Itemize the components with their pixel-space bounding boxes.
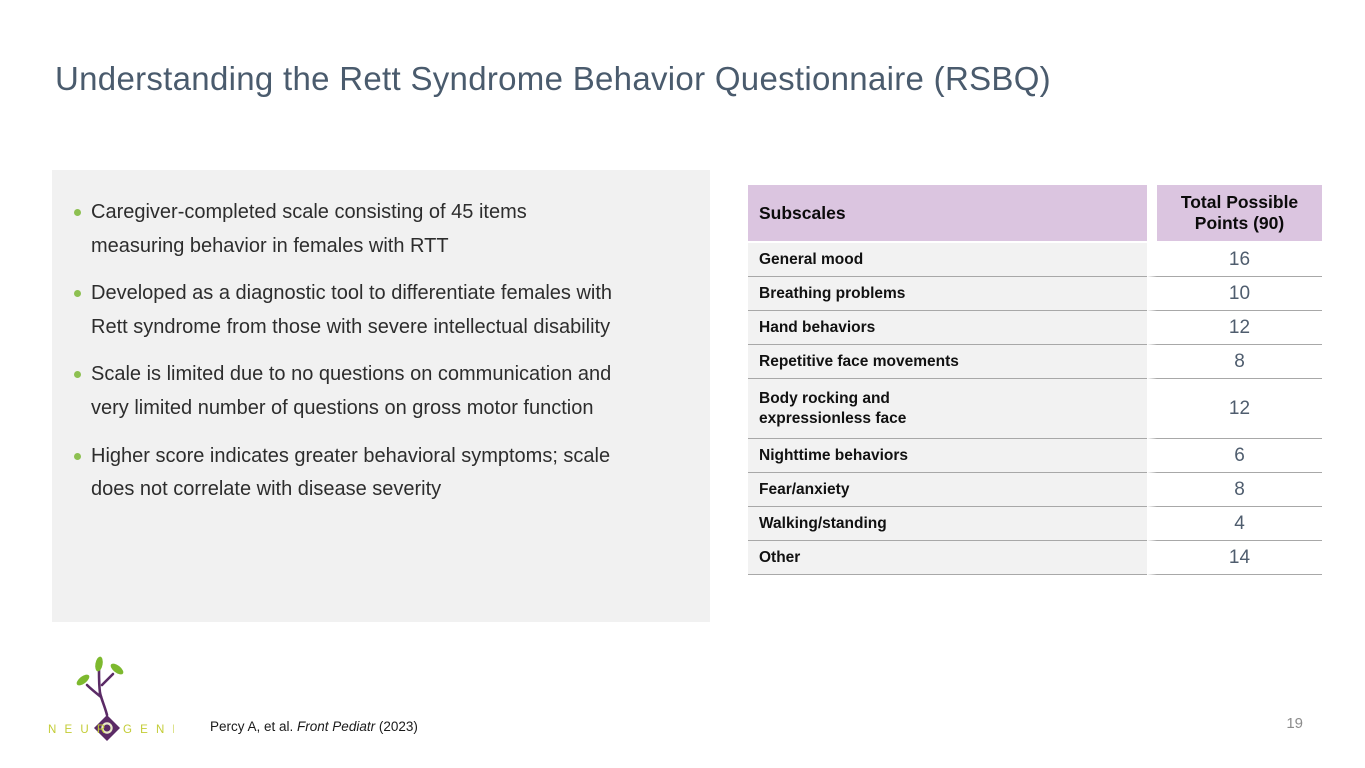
bullet-item: Higher score indicates greater behaviora…: [72, 440, 618, 507]
citation: Percy A, et al. Front Pediatr (2023): [210, 719, 418, 734]
subscale-name: General mood: [748, 243, 1147, 277]
table-header-row: Subscales Total Possible Points (90): [748, 185, 1322, 243]
citation-year: (2023): [375, 719, 418, 734]
header-subscales: Subscales: [748, 185, 1147, 243]
bullet-text: Caregiver-completed scale consisting of …: [91, 201, 527, 257]
subscale-name: Breathing problems: [748, 277, 1147, 311]
subscale-points: 6: [1147, 439, 1322, 473]
logo-diamond-icon: [94, 715, 120, 741]
table-row: Fear/anxiety 8: [748, 473, 1322, 507]
subscale-points: 16: [1147, 243, 1322, 277]
subscale-points: 12: [1147, 379, 1322, 439]
subscale-points: 8: [1147, 345, 1322, 379]
bullet-item: Caregiver-completed scale consisting of …: [72, 196, 618, 263]
citation-authors: Percy A, et al.: [210, 719, 298, 734]
bullet-dot-icon: [74, 371, 81, 379]
slide-title: Understanding the Rett Syndrome Behavior…: [55, 60, 1051, 97]
neurogene-logo: N E U R G E N E: [48, 656, 174, 741]
bullet-text: Scale is limited due to no questions on …: [91, 363, 612, 419]
citation-journal: Front Pediatr: [297, 719, 376, 734]
table-row: Nighttime behaviors 6: [748, 439, 1322, 473]
subscale-points: 12: [1147, 311, 1322, 345]
logo-leaves-icon: [76, 656, 124, 686]
subscale-name: Nighttime behaviors: [748, 439, 1147, 473]
subscale-name: Other: [748, 541, 1147, 575]
logo-text-neur: N E U R: [48, 724, 108, 736]
subscale-name: Repetitive face movements: [748, 345, 1147, 379]
subscale-name: Walking/standing: [748, 507, 1147, 541]
table-row: Other 14: [748, 541, 1322, 575]
bullet-text: Higher score indicates greater behaviora…: [91, 444, 611, 501]
table-row: Repetitive face movements 8: [748, 345, 1322, 379]
subscale-points: 4: [1147, 507, 1322, 541]
table-row: Walking/standing 4: [748, 507, 1322, 541]
bullet-panel: Caregiver-completed scale consisting of …: [52, 170, 710, 622]
table-row: Hand behaviors 12: [748, 311, 1322, 345]
table-row: Body rocking and expressionless face 12: [748, 379, 1322, 439]
table-row: Breathing problems 10: [748, 277, 1322, 311]
table-row: General mood 16: [748, 243, 1322, 277]
bullet-item: Scale is limited due to no questions on …: [72, 358, 618, 425]
page-number: 19: [1286, 715, 1303, 732]
subscale-name: Hand behaviors: [748, 311, 1147, 345]
logo-text-gene: G E N E: [123, 724, 174, 736]
subscale-points: 14: [1147, 541, 1322, 575]
subscale-points: 8: [1147, 473, 1322, 507]
logo-tree-icon: [85, 668, 115, 717]
subscale-points: 10: [1147, 277, 1322, 311]
subscales-table: Subscales Total Possible Points (90) Gen…: [748, 185, 1322, 575]
bullet-text: Developed as a diagnostic tool to differ…: [91, 282, 613, 338]
header-total-points: Total Possible Points (90): [1147, 185, 1322, 243]
subscale-name: Body rocking and expressionless face: [748, 379, 1147, 439]
bullet-dot-icon: [74, 452, 81, 460]
bullet-dot-icon: [74, 290, 81, 298]
bullet-dot-icon: [74, 209, 81, 216]
subscale-name: Fear/anxiety: [748, 473, 1147, 507]
bullet-item: Developed as a diagnostic tool to differ…: [72, 277, 618, 344]
